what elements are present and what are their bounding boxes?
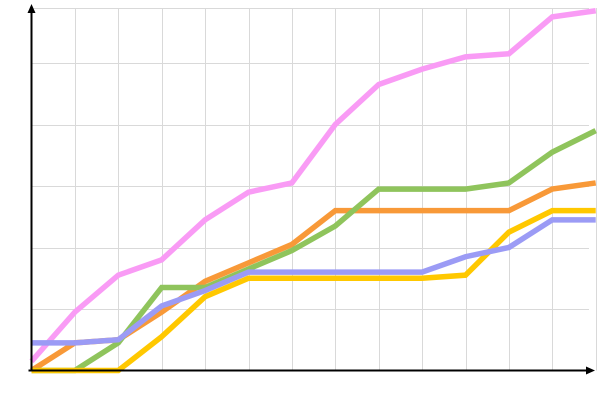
series-line-pink [29,8,597,364]
x-axis-arrow-icon [586,366,595,375]
series-line-yellow [31,207,596,374]
series-line-periwinkle [31,217,596,346]
series-line-green [31,128,597,374]
series-lines [29,8,597,374]
y-axis-arrow-icon [27,4,36,13]
chart-axes [27,4,595,375]
